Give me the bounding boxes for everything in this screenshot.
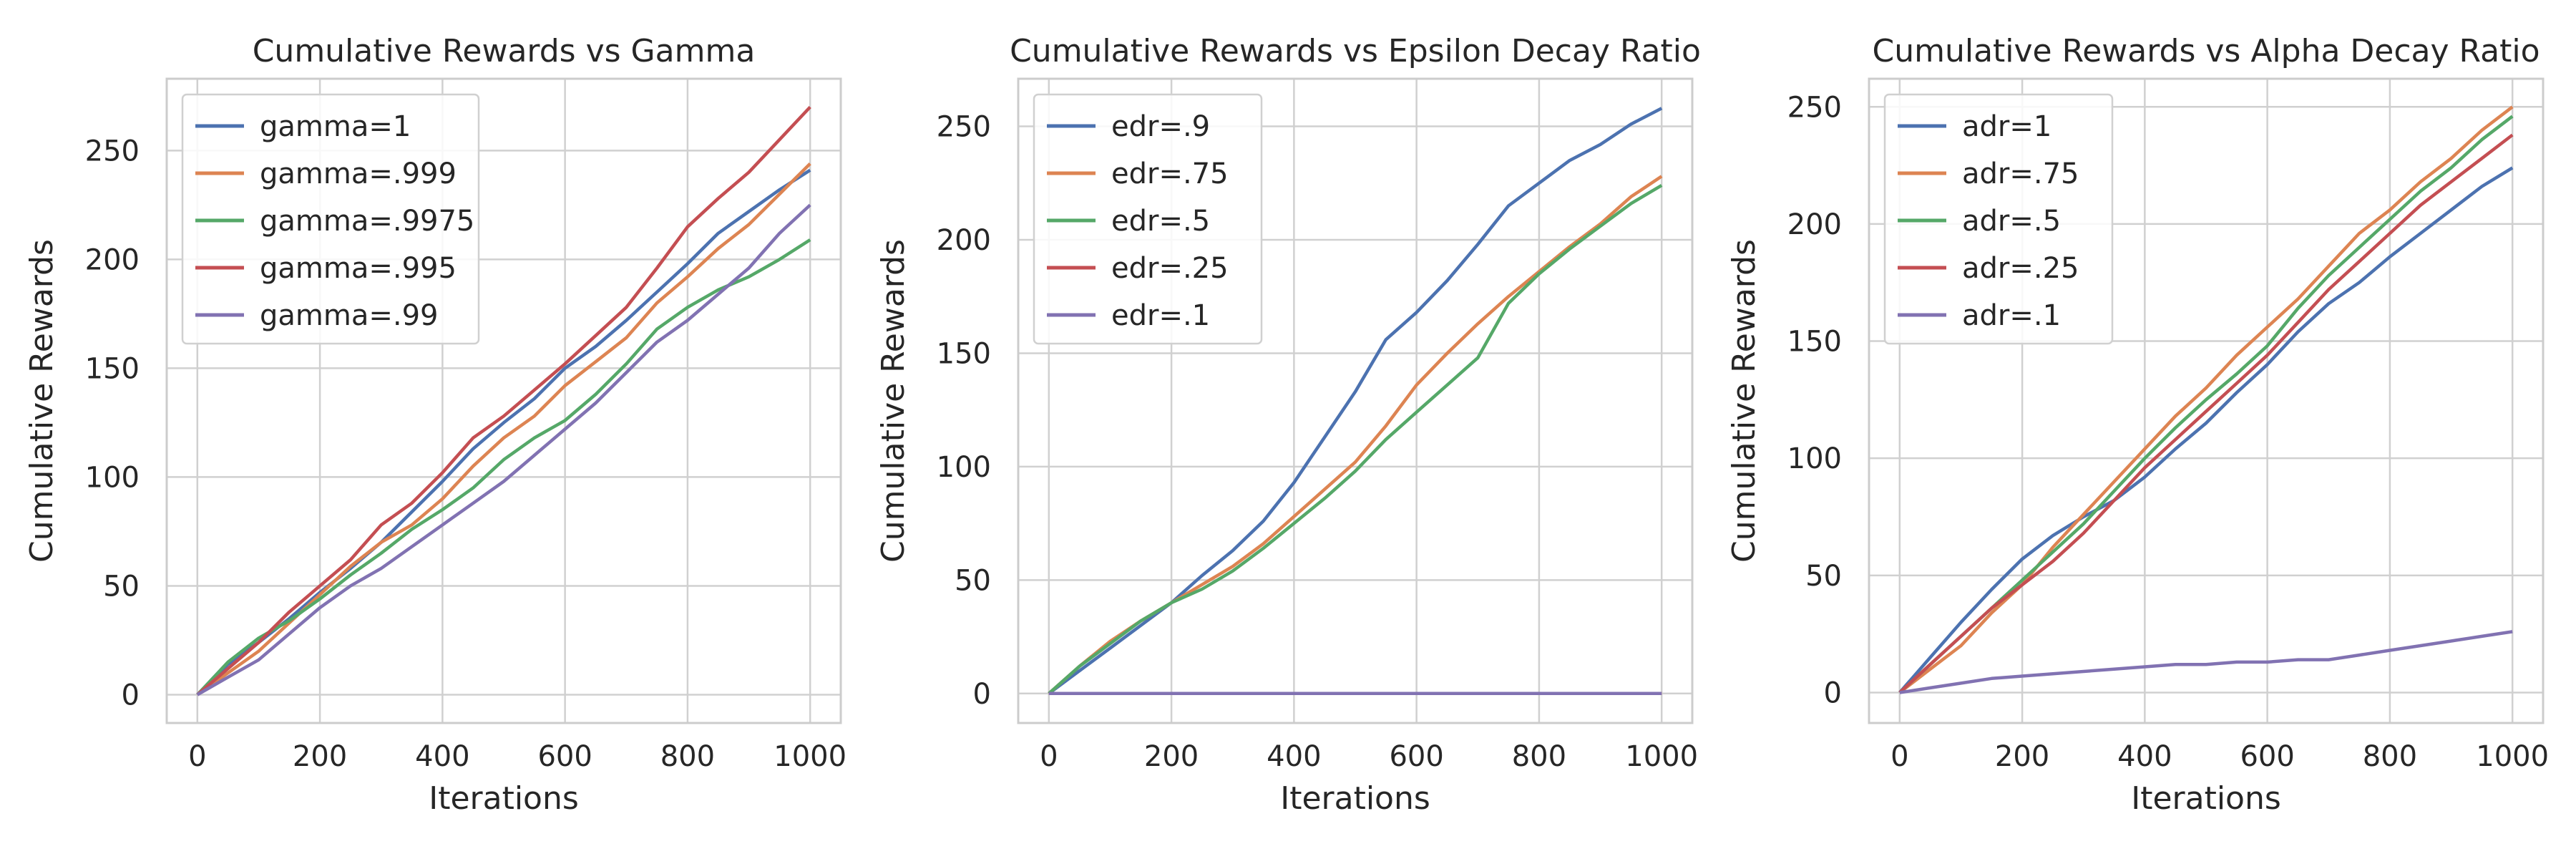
y-tick-label: 100 [1787, 442, 1842, 475]
y-tick-label: 200 [85, 243, 140, 276]
legend: gamma=1 gamma=.999 gamma=.9975 gamma=.995 ga… [181, 93, 480, 345]
series-line-2 [1898, 105, 2514, 694]
legend-label: edr=.5 [1111, 205, 1210, 238]
y-tick-label: 150 [85, 352, 140, 385]
x-tick-label: 800 [2363, 740, 2417, 773]
chart-title: Cumulative Rewards vs Gamma [253, 33, 756, 69]
legend-label: edr=.25 [1111, 252, 1229, 285]
y-axis-label: Cumulative Rewards [1726, 239, 1762, 563]
y-axis-label: Cumulative Rewards [875, 239, 912, 563]
chart-panel-3: 0 200 400 600 800 1000 0 50 100 150 200 250 Iteratio… [1726, 33, 2549, 817]
chart-panel-1: 0 200 400 600 800 1000 0 50 100 150 200 250 Iteratio… [24, 33, 847, 817]
y-tick-label: 200 [1787, 208, 1842, 241]
x-tick-label: 600 [1389, 740, 1443, 773]
legend-label: adr=.1 [1962, 299, 2061, 332]
series-line-5 [196, 203, 811, 697]
x-tick-label: 600 [2240, 740, 2294, 773]
legend-label: gamma=1 [260, 110, 411, 143]
x-tick-label: 0 [1890, 740, 1908, 773]
legend-label: adr=.75 [1962, 157, 2079, 190]
axes-frame [165, 77, 842, 724]
y-tick-label: 200 [937, 224, 991, 257]
legend-label: gamma=.9975 [260, 205, 474, 238]
chart-title: Cumulative Rewards vs Epsilon Decay Rati… [1010, 33, 1701, 69]
series-line-4 [196, 105, 811, 697]
x-tick-label: 1000 [774, 740, 847, 773]
y-tick-label: 50 [1805, 560, 1842, 593]
x-tick-label: 800 [660, 740, 715, 773]
x-tick-label: 200 [293, 740, 347, 773]
series-line-4 [1898, 133, 2514, 694]
x-tick-label: 400 [415, 740, 469, 773]
x-axis-label: Iterations [429, 780, 579, 817]
legend-label: adr=.5 [1962, 205, 2061, 238]
y-tick-label: 100 [85, 461, 140, 494]
legend-label: gamma=.999 [260, 157, 457, 190]
series-line-5 [1899, 630, 2513, 694]
legend-box [181, 93, 480, 345]
x-tick-label: 800 [1512, 740, 1566, 773]
legend-label: adr=.25 [1962, 252, 2079, 285]
legend-label: gamma=.995 [260, 252, 457, 285]
x-tick-label: 0 [188, 740, 206, 773]
series-line-1 [1898, 166, 2514, 694]
y-tick-label: 250 [1787, 91, 1842, 124]
y-tick-label: 50 [103, 570, 140, 603]
x-tick-label: 600 [537, 740, 592, 773]
y-tick-label: 100 [937, 451, 991, 484]
series-line-1 [196, 168, 811, 697]
legend-label: edr=.75 [1111, 157, 1229, 190]
x-tick-label: 1000 [2476, 740, 2549, 773]
y-tick-label: 150 [1787, 326, 1842, 359]
y-tick-label: 0 [122, 679, 140, 712]
legend: edr=.9 edr=.75 edr=.5 edr=.25 edr=.1 [1033, 93, 1263, 345]
x-tick-label: 200 [1144, 740, 1199, 773]
axes-frame [1868, 77, 2545, 724]
legend-label: adr=1 [1962, 110, 2051, 143]
legend-label: gamma=.99 [260, 299, 438, 332]
x-axis-label: Iterations [1280, 780, 1430, 817]
chart-title: Cumulative Rewards vs Alpha Decay Ratio [1872, 33, 2540, 69]
series-line-3 [196, 238, 811, 697]
y-tick-label: 0 [1824, 676, 1842, 709]
y-tick-label: 150 [937, 337, 991, 370]
y-tick-label: 250 [937, 111, 991, 144]
y-tick-label: 0 [973, 678, 991, 711]
chart-panel-2: 0 200 400 600 800 1000 0 50 100 150 200 250 Iteratio… [875, 33, 1701, 817]
legend-box [1883, 93, 2114, 345]
x-tick-label: 200 [1995, 740, 2049, 773]
axes-frame [1017, 77, 1694, 724]
y-axis-label: Cumulative Rewards [24, 239, 60, 563]
x-tick-label: 1000 [1625, 740, 1698, 773]
x-tick-label: 400 [1267, 740, 1321, 773]
legend: adr=1 adr=.75 adr=.5 adr=.25 adr=.1 [1883, 93, 2114, 345]
y-tick-label: 50 [955, 564, 991, 597]
y-tick-label: 250 [85, 135, 140, 168]
series-line-3 [1048, 183, 1663, 695]
x-axis-label: Iterations [2131, 780, 2281, 817]
legend-label: edr=.1 [1111, 299, 1210, 332]
legend-label: edr=.9 [1111, 110, 1210, 143]
x-tick-label: 0 [1040, 740, 1058, 773]
x-tick-label: 400 [2117, 740, 2172, 773]
legend-box [1033, 93, 1263, 345]
series-line-1 [1048, 107, 1663, 695]
